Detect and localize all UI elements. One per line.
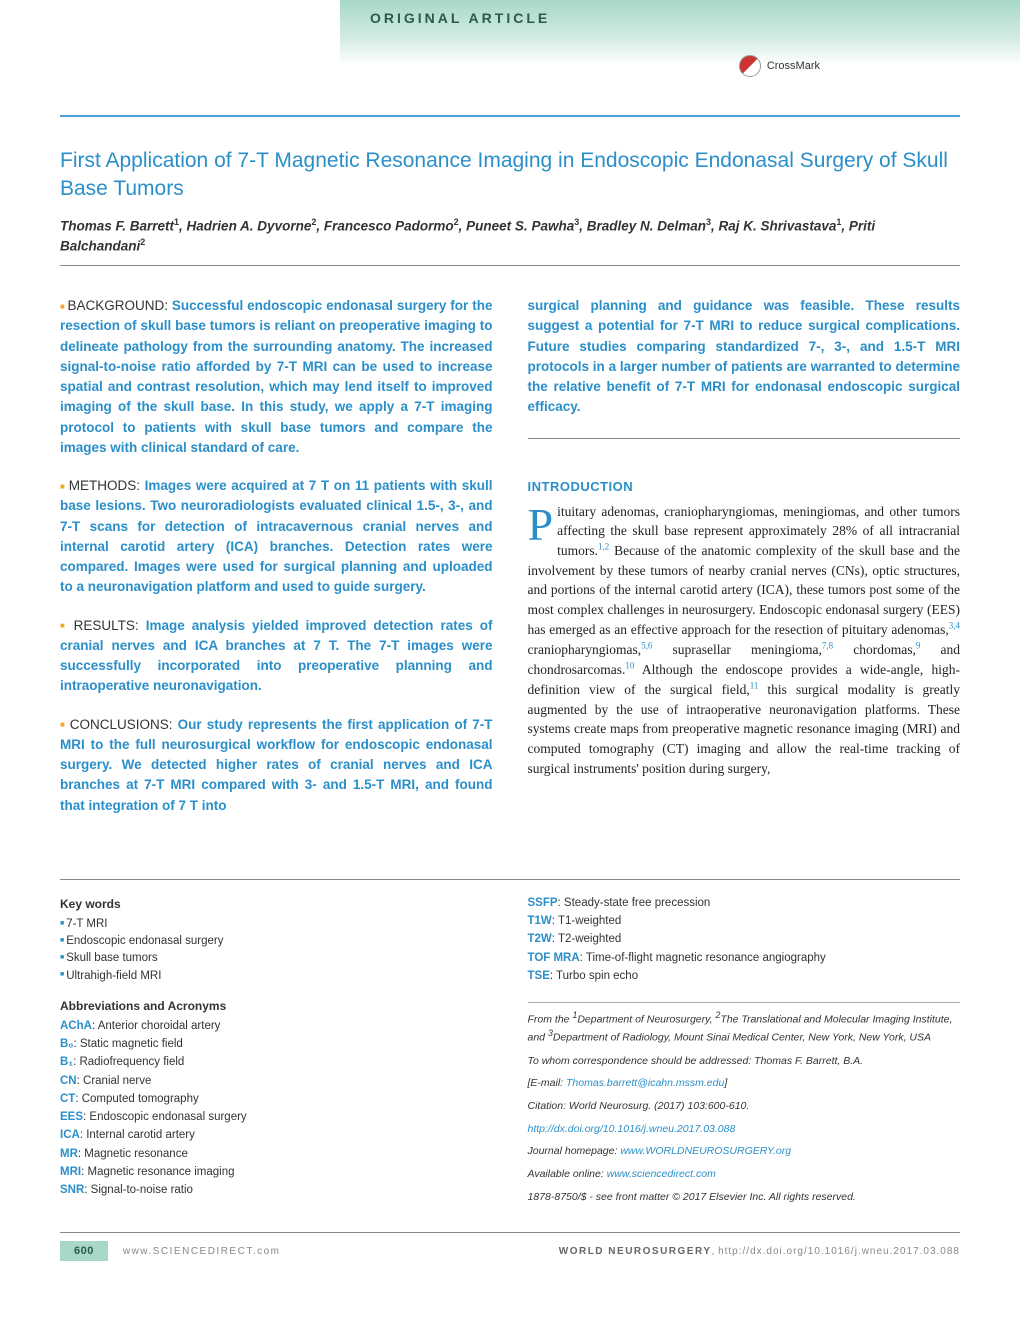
abstract-conclusions-a: CONCLUSIONS: Our study represents the fi… xyxy=(60,715,493,816)
email-line: [E-mail: Thomas.barrett@icahn.mssm.edu] xyxy=(528,1076,961,1091)
footer-journal: WORLD NEUROSURGERY xyxy=(559,1246,712,1257)
abbreviations-list: AChA: Anterior choroidal arteryB₀: Stati… xyxy=(60,1018,493,1200)
page-number: 600 xyxy=(60,1241,108,1261)
abstract-background: BACKGROUND: Successful endoscopic endona… xyxy=(60,296,493,458)
keyword-item: 7-T MRI xyxy=(60,916,493,933)
introduction-body: Pituitary adenomas, craniopharyngiomas, … xyxy=(528,502,961,778)
email-link[interactable]: Thomas.barrett@icahn.mssm.edu xyxy=(566,1077,724,1089)
keyword-item: Endoscopic endonasal surgery xyxy=(60,933,493,950)
available-link[interactable]: www.sciencedirect.com xyxy=(607,1168,716,1180)
footer-doi-link[interactable]: http://dx.doi.org/10.1016/j.wneu.2017.03… xyxy=(718,1246,960,1257)
dropcap: P xyxy=(528,502,558,544)
crossmark-icon xyxy=(739,55,761,77)
crossmark-label: CrossMark xyxy=(767,60,820,72)
abbreviation-item: CT: Computed tomography xyxy=(60,1091,493,1108)
keyword-item: Skull base tumors xyxy=(60,950,493,967)
abbreviation-item: AChA: Anterior choroidal artery xyxy=(60,1018,493,1035)
abstract-end-rule xyxy=(528,438,961,439)
keywords-list: 7-T MRIEndoscopic endonasal surgerySkull… xyxy=(60,916,493,985)
article-type: Original Article xyxy=(370,10,990,26)
abbreviation-item: B₀: Static magnetic field xyxy=(60,1036,493,1053)
affiliations: From the 1Department of Neurosurgery, 2T… xyxy=(528,1009,961,1045)
abbreviation-item: CN: Cranial nerve xyxy=(60,1073,493,1090)
footer-rule-top xyxy=(60,879,960,880)
abbreviation-item: TOF MRA: Time-of-flight magnetic resonan… xyxy=(528,950,961,967)
keywords-heading: Key words xyxy=(60,895,493,913)
available-line: Available online: www.sciencedirect.com xyxy=(528,1167,961,1182)
abstract-conclusions-b: surgical planning and guidance was feasi… xyxy=(528,296,961,418)
abbreviation-item: MRI: Magnetic resonance imaging xyxy=(60,1164,493,1181)
abbreviation-item: SSFP: Steady-state free precession xyxy=(528,895,961,912)
abbreviation-item: TSE: Turbo spin echo xyxy=(528,968,961,985)
title-rule xyxy=(60,265,960,266)
authors-list: Thomas F. Barrett1, Hadrien A. Dyvorne2,… xyxy=(60,216,960,258)
abbreviation-item: ICA: Internal carotid artery xyxy=(60,1127,493,1144)
introduction-heading: INTRODUCTION xyxy=(528,479,961,494)
abstract-columns: BACKGROUND: Successful endoscopic endona… xyxy=(60,296,960,834)
correspondence: To whom correspondence should be address… xyxy=(528,1054,961,1069)
abbreviation-item: T1W: T1-weighted xyxy=(528,913,961,930)
abbreviation-item: T2W: T2-weighted xyxy=(528,931,961,948)
abbreviations-heading: Abbreviations and Acronyms xyxy=(60,997,493,1015)
abbreviations-list-2: SSFP: Steady-state free precessionT1W: T… xyxy=(528,895,961,985)
homepage-line: Journal homepage: www.WORLDNEUROSURGERY.… xyxy=(528,1144,961,1159)
abbreviation-item: MR: Magnetic resonance xyxy=(60,1146,493,1163)
footer-area: Key words 7-T MRIEndoscopic endonasal su… xyxy=(0,895,1020,1232)
crossmark-badge[interactable]: CrossMark xyxy=(739,55,820,77)
keyword-item: Ultrahigh-field MRI xyxy=(60,968,493,985)
abstract-results: RESULTS: Image analysis yielded improved… xyxy=(60,616,493,697)
abbreviation-item: SNR: Signal-to-noise ratio xyxy=(60,1182,493,1199)
abstract-methods: METHODS: Images were acquired at 7 T on … xyxy=(60,476,493,598)
citation: Citation: World Neurosurg. (2017) 103:60… xyxy=(528,1099,961,1114)
article-title: First Application of 7-T Magnetic Resona… xyxy=(60,147,960,204)
doi-link[interactable]: http://dx.doi.org/10.1016/j.wneu.2017.03… xyxy=(528,1123,736,1135)
homepage-link[interactable]: www.WORLDNEUROSURGERY.org xyxy=(620,1145,791,1157)
footer-sciencedirect-link[interactable]: www.SCIENCEDIRECT.com xyxy=(123,1246,281,1257)
copyright: 1878-8750/$ - see front matter © 2017 El… xyxy=(528,1190,961,1205)
page-footer: 600 www.SCIENCEDIRECT.com WORLD NEUROSUR… xyxy=(0,1233,1020,1276)
abbreviation-item: EES: Endoscopic endonasal surgery xyxy=(60,1109,493,1126)
header-band: Original Article CrossMark xyxy=(340,0,1020,65)
abbreviation-item: B₁: Radiofrequency field xyxy=(60,1054,493,1071)
